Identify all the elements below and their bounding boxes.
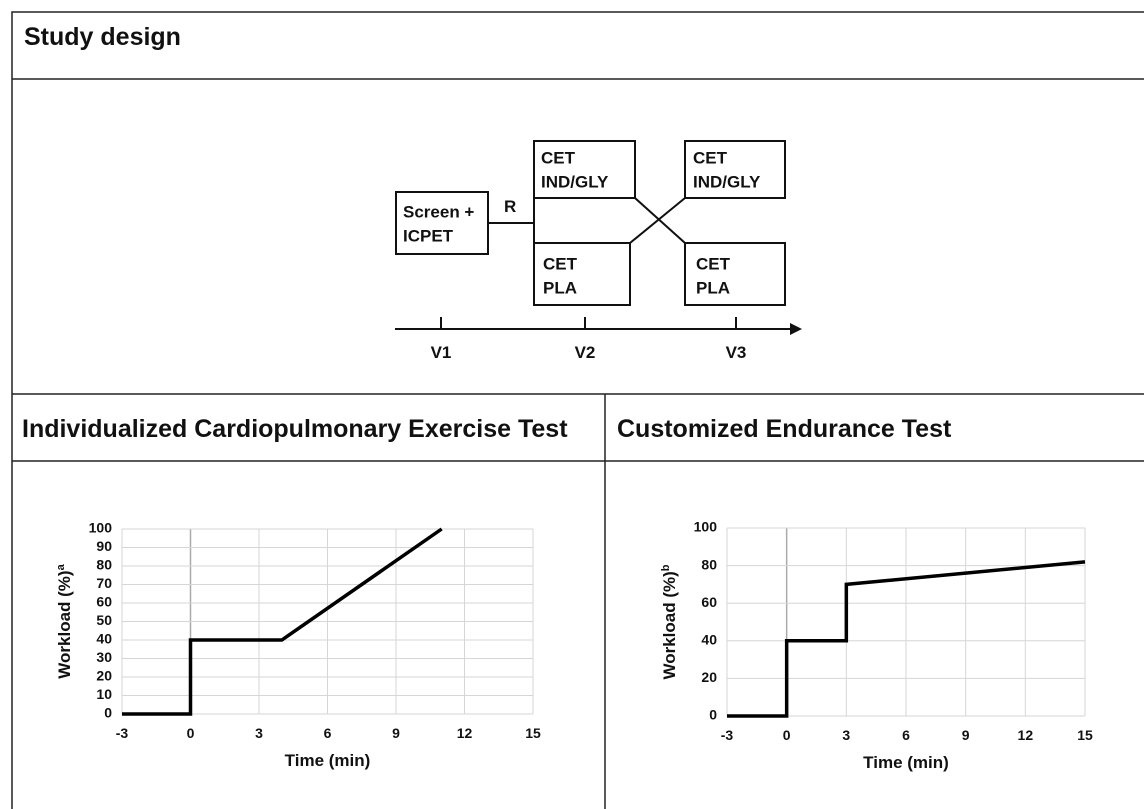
y-tick-label: 0 <box>709 707 717 723</box>
y-tick-label: 40 <box>701 632 717 648</box>
panel-title: Individualized Cardiopulmonary Exercise … <box>22 415 568 443</box>
node-box <box>684 242 786 306</box>
node-box <box>533 242 631 306</box>
y-tick-label: 100 <box>694 519 718 535</box>
data-line <box>727 560 1086 718</box>
x-axis-label: Time (min) <box>863 753 949 772</box>
node-label: PLA <box>543 278 577 297</box>
panel-title: Customized Endurance Test <box>617 415 952 443</box>
randomization-label: R <box>504 197 516 216</box>
x-tick-label: 9 <box>392 725 400 741</box>
node-label: CET <box>693 148 728 167</box>
y-tick-label: 10 <box>96 686 112 702</box>
y-axis-label-text: Workload (%) <box>55 570 74 678</box>
y-tick-label: 40 <box>96 631 112 647</box>
x-tick-label: 0 <box>187 725 195 741</box>
x-tick-label: 3 <box>842 727 850 743</box>
y-tick-label: 60 <box>701 594 717 610</box>
node-label: ICPET <box>403 226 454 245</box>
x-tick-label: 3 <box>255 725 263 741</box>
node-label: PLA <box>696 278 730 297</box>
connector <box>634 197 686 244</box>
node-box <box>684 140 786 199</box>
x-tick-label: 6 <box>324 725 332 741</box>
y-tick-label: 50 <box>96 612 112 628</box>
y-tick-label: 70 <box>96 575 112 591</box>
outer-border <box>11 11 1144 809</box>
section-title: Study design <box>24 23 181 51</box>
frame <box>11 11 1144 809</box>
y-axis-label-superscript: a <box>55 563 67 570</box>
node-label: CET <box>696 254 731 273</box>
y-tick-label: 60 <box>96 594 112 610</box>
y-tick-label: 90 <box>96 538 112 554</box>
node-box <box>533 140 636 199</box>
y-tick-label: 100 <box>89 520 113 536</box>
node-label: Screen + <box>403 202 474 221</box>
x-tick-label: 15 <box>1077 727 1093 743</box>
y-tick-label: 20 <box>701 669 717 685</box>
x-axis-label: Time (min) <box>285 751 371 770</box>
y-tick-label: 20 <box>96 668 112 684</box>
y-tick-label: 80 <box>701 556 717 572</box>
x-tick-label: 0 <box>783 727 791 743</box>
y-tick-label: 80 <box>96 557 112 573</box>
visit-label: V3 <box>726 343 747 362</box>
node-label: CET <box>541 148 576 167</box>
x-tick-label: 6 <box>902 727 910 743</box>
y-axis-label-superscript: b <box>660 564 672 571</box>
y-tick-label: 30 <box>96 649 112 665</box>
node-label: IND/GLY <box>693 172 761 191</box>
y-axis-label: Workload (%)a <box>55 563 74 678</box>
timeline-arrow <box>790 323 802 335</box>
diagram-lines <box>395 140 792 330</box>
x-tick-label: 15 <box>525 725 541 741</box>
connector <box>629 197 686 244</box>
x-tick-label: 9 <box>962 727 970 743</box>
visit-label: V1 <box>431 343 452 362</box>
data-line <box>122 527 443 716</box>
x-tick-label: -3 <box>721 727 734 743</box>
y-axis-label: Workload (%)b <box>660 564 679 679</box>
y-axis-label-text: Workload (%) <box>660 571 679 679</box>
visit-label: V2 <box>575 343 596 362</box>
y-tick-label: 0 <box>104 705 112 721</box>
x-tick-label: 12 <box>1018 727 1034 743</box>
x-tick-label: -3 <box>116 725 129 741</box>
node-label: CET <box>543 254 578 273</box>
node-label: IND/GLY <box>541 172 609 191</box>
x-tick-label: 12 <box>457 725 473 741</box>
